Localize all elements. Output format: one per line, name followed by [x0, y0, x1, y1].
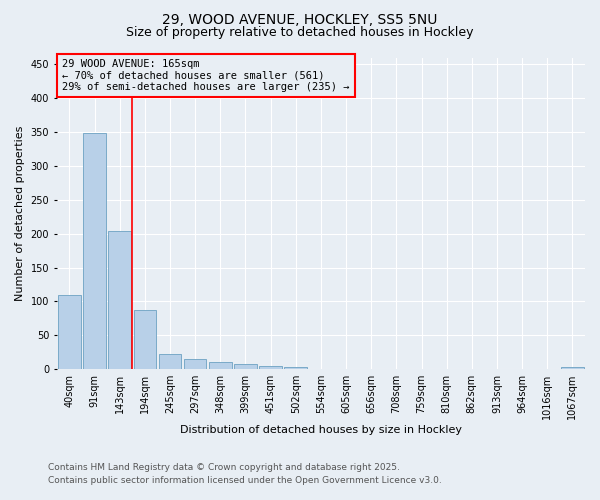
Bar	[134, 310, 156, 369]
Y-axis label: Number of detached properties: Number of detached properties	[15, 126, 25, 301]
X-axis label: Distribution of detached houses by size in Hockley: Distribution of detached houses by size …	[180, 425, 462, 435]
Bar	[158, 354, 181, 369]
Bar	[209, 362, 232, 369]
Text: Contains HM Land Registry data © Crown copyright and database right 2025.: Contains HM Land Registry data © Crown c…	[48, 464, 400, 472]
Text: Size of property relative to detached houses in Hockley: Size of property relative to detached ho…	[126, 26, 474, 39]
Text: 29 WOOD AVENUE: 165sqm
← 70% of detached houses are smaller (561)
29% of semi-de: 29 WOOD AVENUE: 165sqm ← 70% of detached…	[62, 59, 350, 92]
Bar	[83, 134, 106, 369]
Bar	[58, 294, 81, 369]
Bar	[561, 367, 584, 369]
Bar	[284, 367, 307, 369]
Bar	[259, 366, 282, 369]
Text: 29, WOOD AVENUE, HOCKLEY, SS5 5NU: 29, WOOD AVENUE, HOCKLEY, SS5 5NU	[163, 12, 437, 26]
Bar	[234, 364, 257, 369]
Text: Contains public sector information licensed under the Open Government Licence v3: Contains public sector information licen…	[48, 476, 442, 485]
Bar	[184, 359, 206, 369]
Bar	[109, 231, 131, 369]
